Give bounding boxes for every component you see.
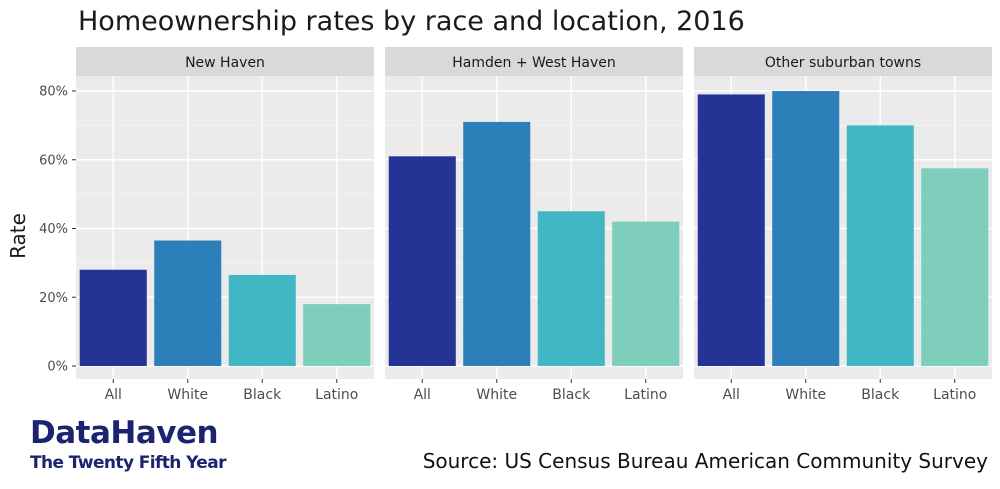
bar: [228, 274, 296, 366]
chart-title: Homeownership rates by race and location…: [78, 6, 745, 37]
bar: [303, 304, 371, 366]
y-tick-label: 80%: [39, 85, 68, 100]
facet-title: Other suburban towns: [765, 55, 921, 71]
bar: [537, 211, 605, 366]
x-tick-label: White: [476, 387, 517, 403]
x-tick-label: Black: [243, 387, 282, 403]
bar: [388, 156, 456, 366]
y-tick-label: 20%: [39, 291, 68, 306]
y-tick-label: 0%: [47, 360, 68, 375]
facet-panel: Other suburban towns All White Black Latino: [694, 47, 992, 403]
brand-name: DataHaven: [30, 415, 219, 451]
source-note: Source: US Census Bureau American Commun…: [422, 449, 988, 473]
x-tick-label: All: [414, 387, 431, 403]
x-tick-label: White: [785, 387, 826, 403]
bar: [154, 240, 222, 366]
facet-strip: [76, 47, 374, 76]
x-tick-label: Black: [552, 387, 591, 403]
x-tick-label: Latino: [624, 387, 667, 403]
facet-strip: [694, 47, 992, 76]
x-tick-label: Black: [861, 387, 900, 403]
facet-title: Hamden + West Haven: [452, 55, 616, 71]
bar: [772, 91, 840, 366]
bar: [921, 168, 989, 366]
facet-title: New Haven: [185, 55, 265, 71]
x-tick-label: Latino: [933, 387, 976, 403]
x-tick-label: All: [723, 387, 740, 403]
bar: [79, 269, 147, 366]
bar: [612, 221, 680, 366]
facet-panel: New Haven All White Black Latino: [76, 47, 374, 403]
y-tick-label: 40%: [39, 222, 68, 237]
x-tick-label: White: [167, 387, 208, 403]
x-tick-label: All: [105, 387, 122, 403]
bar: [846, 125, 914, 366]
y-tick-label: 60%: [39, 153, 68, 168]
bar: [697, 94, 765, 366]
y-axis-label: Rate: [6, 213, 30, 259]
bar: [463, 121, 531, 366]
x-tick-label: Latino: [315, 387, 358, 403]
y-axis: 0% 20% 40% 60% 80%: [39, 85, 76, 375]
brand-tagline: The Twenty Fifth Year: [30, 453, 226, 473]
facet-strip: [385, 47, 683, 76]
datahaven-logo: DataHaven The Twenty Fifth Year: [30, 416, 226, 473]
facet-panel: Hamden + West Haven All White Black Latino: [385, 47, 683, 403]
